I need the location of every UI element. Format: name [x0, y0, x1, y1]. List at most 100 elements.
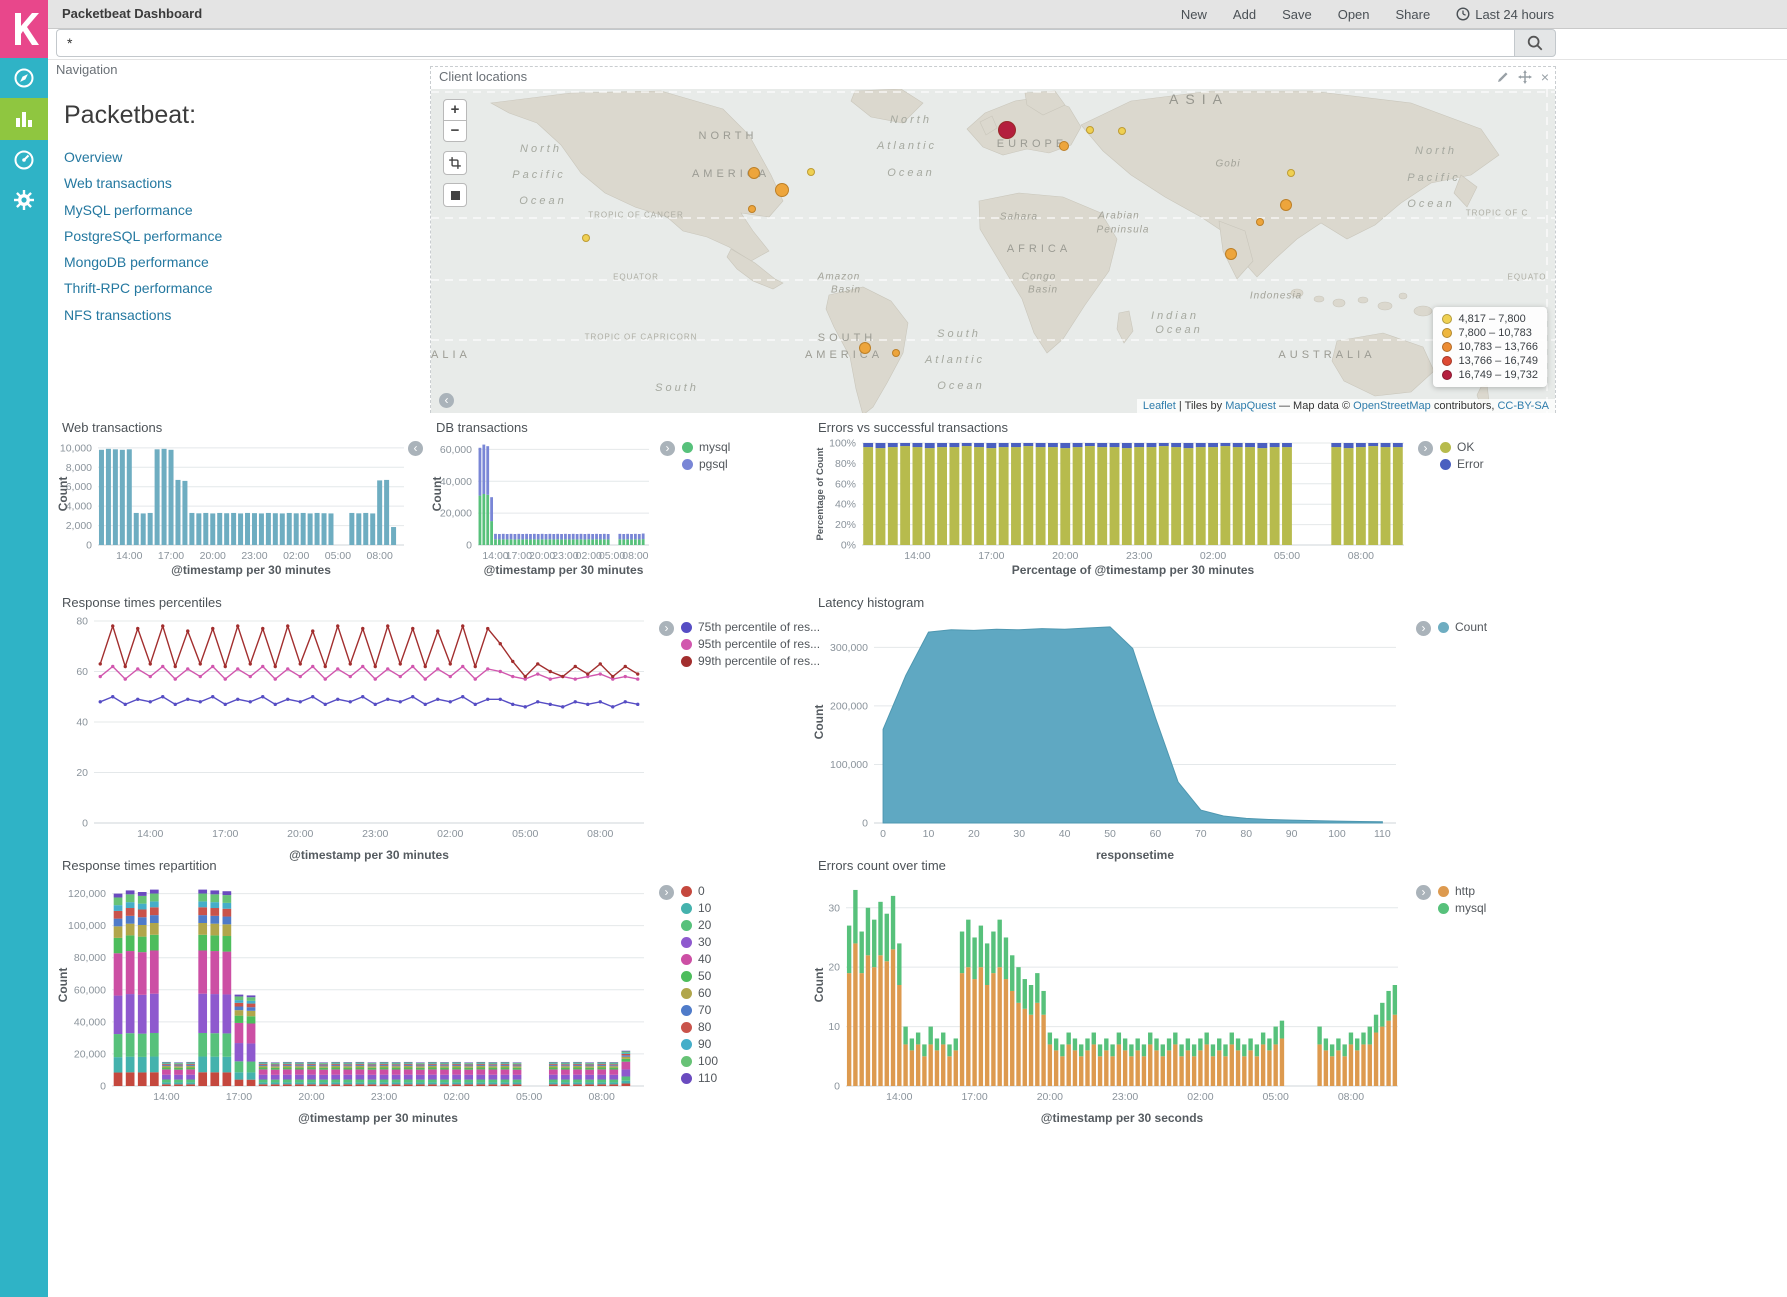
map-marker[interactable]	[1256, 218, 1264, 226]
legend-toggle-icon[interactable]	[659, 885, 674, 900]
world-map[interactable]: ASIA NORTH AMERICA EUROPE AFRICA SOUTH AMERICA…	[431, 89, 1555, 413]
zoom-out-button[interactable]: −	[443, 120, 467, 142]
legend-item-10[interactable]: 10	[681, 902, 718, 915]
nav-settings-icon[interactable]	[0, 180, 48, 220]
map-legend-row: 7,800 – 10,783	[1442, 326, 1538, 340]
legend-item-count[interactable]: Count	[1438, 621, 1487, 634]
legend-swatch	[681, 903, 692, 914]
menu-item-new[interactable]: New	[1180, 6, 1207, 22]
db-transactions-chart[interactable]: 020,00040,00060,00014:0017:0020:0023:000…	[430, 438, 655, 578]
move-panel-icon[interactable]	[1517, 70, 1532, 84]
map-marker[interactable]	[998, 121, 1016, 139]
legend-swatch	[681, 656, 692, 667]
legend-item-pgsql[interactable]: pgsql	[682, 458, 730, 471]
legend-item-70[interactable]: 70	[681, 1004, 718, 1017]
map-marker[interactable]	[1287, 169, 1295, 177]
legend-item-50[interactable]: 50	[681, 970, 718, 983]
legend-item-60[interactable]: 60	[681, 987, 718, 1000]
legend-item-ok[interactable]: OK	[1440, 441, 1484, 454]
close-panel-icon[interactable]	[1541, 71, 1549, 83]
rectangle-tool-button[interactable]	[443, 183, 467, 207]
web-transactions-chart[interactable]: 0 2,000 4,000 6,000 8,000 10,000 14:00 17:00 20:…	[56, 438, 428, 578]
attribution-toggle-icon[interactable]	[439, 393, 454, 408]
legend-item-80[interactable]: 80	[681, 1021, 718, 1034]
svg-text:200,000: 200,000	[830, 700, 868, 712]
errors-vs-successful-chart[interactable]: 0% 20% 40% 60% 80% 100% 14:00 17:00 20:00 23:00 02…	[812, 438, 1412, 578]
crop-tool-button[interactable]	[443, 151, 467, 175]
map-marker[interactable]	[775, 183, 789, 197]
legend-item-75th-percentile-of-res-[interactable]: 75th percentile of res...	[681, 621, 820, 634]
nav-dashboard-icon[interactable]	[0, 140, 48, 180]
map-marker[interactable]	[892, 349, 900, 357]
svg-text:08:00: 08:00	[1338, 1091, 1364, 1103]
map-marker[interactable]	[1280, 199, 1292, 211]
openstreetmap-link[interactable]: OpenStreetMap	[1353, 400, 1431, 412]
legend-toggle-icon[interactable]	[659, 621, 674, 636]
map-marker[interactable]	[748, 205, 756, 213]
legend-item-100[interactable]: 100	[681, 1055, 718, 1068]
errors-count-over-time-chart[interactable]: 0 10 20 30 14:00 17:00 20:00 23:00 02:00 05:00 08:…	[812, 876, 1412, 1126]
legend-item-http[interactable]: http	[1438, 885, 1486, 898]
response-times-percentiles-chart[interactable]: 0 20 40 60 80 14:00 17:00 20:00 23:00 02:00 05:00 0…	[56, 613, 656, 863]
nav-link-web-transactions[interactable]: Web transactions	[64, 175, 172, 192]
map-marker[interactable]	[1225, 248, 1237, 260]
legend-label: 75th percentile of res...	[698, 620, 821, 634]
map-marker[interactable]	[807, 168, 815, 176]
legend-label: 50	[698, 969, 712, 983]
search-input[interactable]	[56, 29, 1523, 57]
license-link[interactable]: CC-BY-SA	[1497, 400, 1549, 412]
legend-item-110[interactable]: 110	[681, 1072, 718, 1085]
legend-toggle-icon[interactable]	[1418, 441, 1433, 456]
legend-item-mysql[interactable]: mysql	[682, 441, 730, 454]
chart-title: DB transactions	[436, 420, 528, 435]
mapquest-link[interactable]: MapQuest	[1225, 400, 1276, 412]
legend-item-90[interactable]: 90	[681, 1038, 718, 1051]
leaflet-link[interactable]: Leaflet	[1142, 400, 1176, 412]
legend-item-95th-percentile-of-res-[interactable]: 95th percentile of res...	[681, 638, 820, 651]
nav-link-nfs-transactions[interactable]: NFS transactions	[64, 306, 172, 323]
map-marker[interactable]	[1118, 127, 1126, 135]
legend-toggle-icon[interactable]	[660, 441, 675, 456]
legend-toggle-icon[interactable]	[408, 441, 423, 456]
legend-item-30[interactable]: 30	[681, 936, 718, 949]
nav-link-mysql-performance[interactable]: MySQL performance	[64, 201, 193, 218]
map-marker[interactable]	[582, 234, 590, 242]
legend-toggle-icon[interactable]	[1416, 885, 1431, 900]
nav-visualize-icon[interactable]	[0, 98, 48, 140]
legend-item-99th-percentile-of-res-[interactable]: 99th percentile of res...	[681, 655, 820, 668]
menu-item-open[interactable]: Open	[1337, 6, 1370, 22]
legend-item-error[interactable]: Error	[1440, 458, 1484, 471]
svg-text:40,000: 40,000	[440, 476, 472, 488]
response-times-repartition-chart[interactable]: 0 20,000 40,000 60,000 80,000 100,000 120,000 1…	[56, 876, 656, 1126]
nav-link-mongodb-performance[interactable]: MongoDB performance	[64, 254, 209, 271]
map-marker[interactable]	[1059, 141, 1069, 151]
legend-item-40[interactable]: 40	[681, 953, 718, 966]
legend-item-0[interactable]: 0	[681, 885, 718, 898]
svg-text:02:00: 02:00	[576, 550, 602, 562]
latency-histogram-chart[interactable]: 0 100,000 200,000 300,000 0 10 20 30 40 50 60 70 80 9…	[812, 613, 1412, 863]
kibana-logo[interactable]	[0, 0, 48, 58]
time-filter[interactable]: Last 24 hours	[1456, 7, 1554, 22]
legend-label: pgsql	[699, 457, 728, 471]
nav-link-postgresql-performance[interactable]: PostgreSQL performance	[64, 227, 223, 244]
map-marker[interactable]	[859, 342, 871, 354]
nav-link-overview[interactable]: Overview	[64, 149, 123, 165]
menu-item-share[interactable]: Share	[1395, 6, 1431, 22]
map-marker[interactable]	[748, 167, 760, 179]
nav-link-thrift-rpc-performance[interactable]: Thrift-RPC performance	[64, 280, 213, 297]
chart-title: Response times percentiles	[62, 595, 222, 610]
legend-item-20[interactable]: 20	[681, 919, 718, 932]
zoom-in-button[interactable]: +	[443, 99, 467, 121]
nav-discover-icon[interactable]	[0, 58, 48, 98]
legend-toggle-icon[interactable]	[1416, 621, 1431, 636]
edit-panel-icon[interactable]	[1496, 71, 1509, 84]
svg-text:05:00: 05:00	[599, 550, 625, 562]
legend-item-mysql[interactable]: mysql	[1438, 902, 1486, 915]
svg-text:Percentage of @timestamp per 3: Percentage of @timestamp per 30 minutes	[1012, 563, 1255, 577]
search-button[interactable]	[1514, 29, 1556, 57]
menu-item-add[interactable]: Add	[1232, 6, 1257, 22]
svg-text:10: 10	[923, 828, 935, 840]
map-marker[interactable]	[1086, 126, 1094, 134]
menu-item-save[interactable]: Save	[1282, 6, 1312, 22]
svg-text:@timestamp per 30 minutes: @timestamp per 30 minutes	[298, 1111, 458, 1125]
